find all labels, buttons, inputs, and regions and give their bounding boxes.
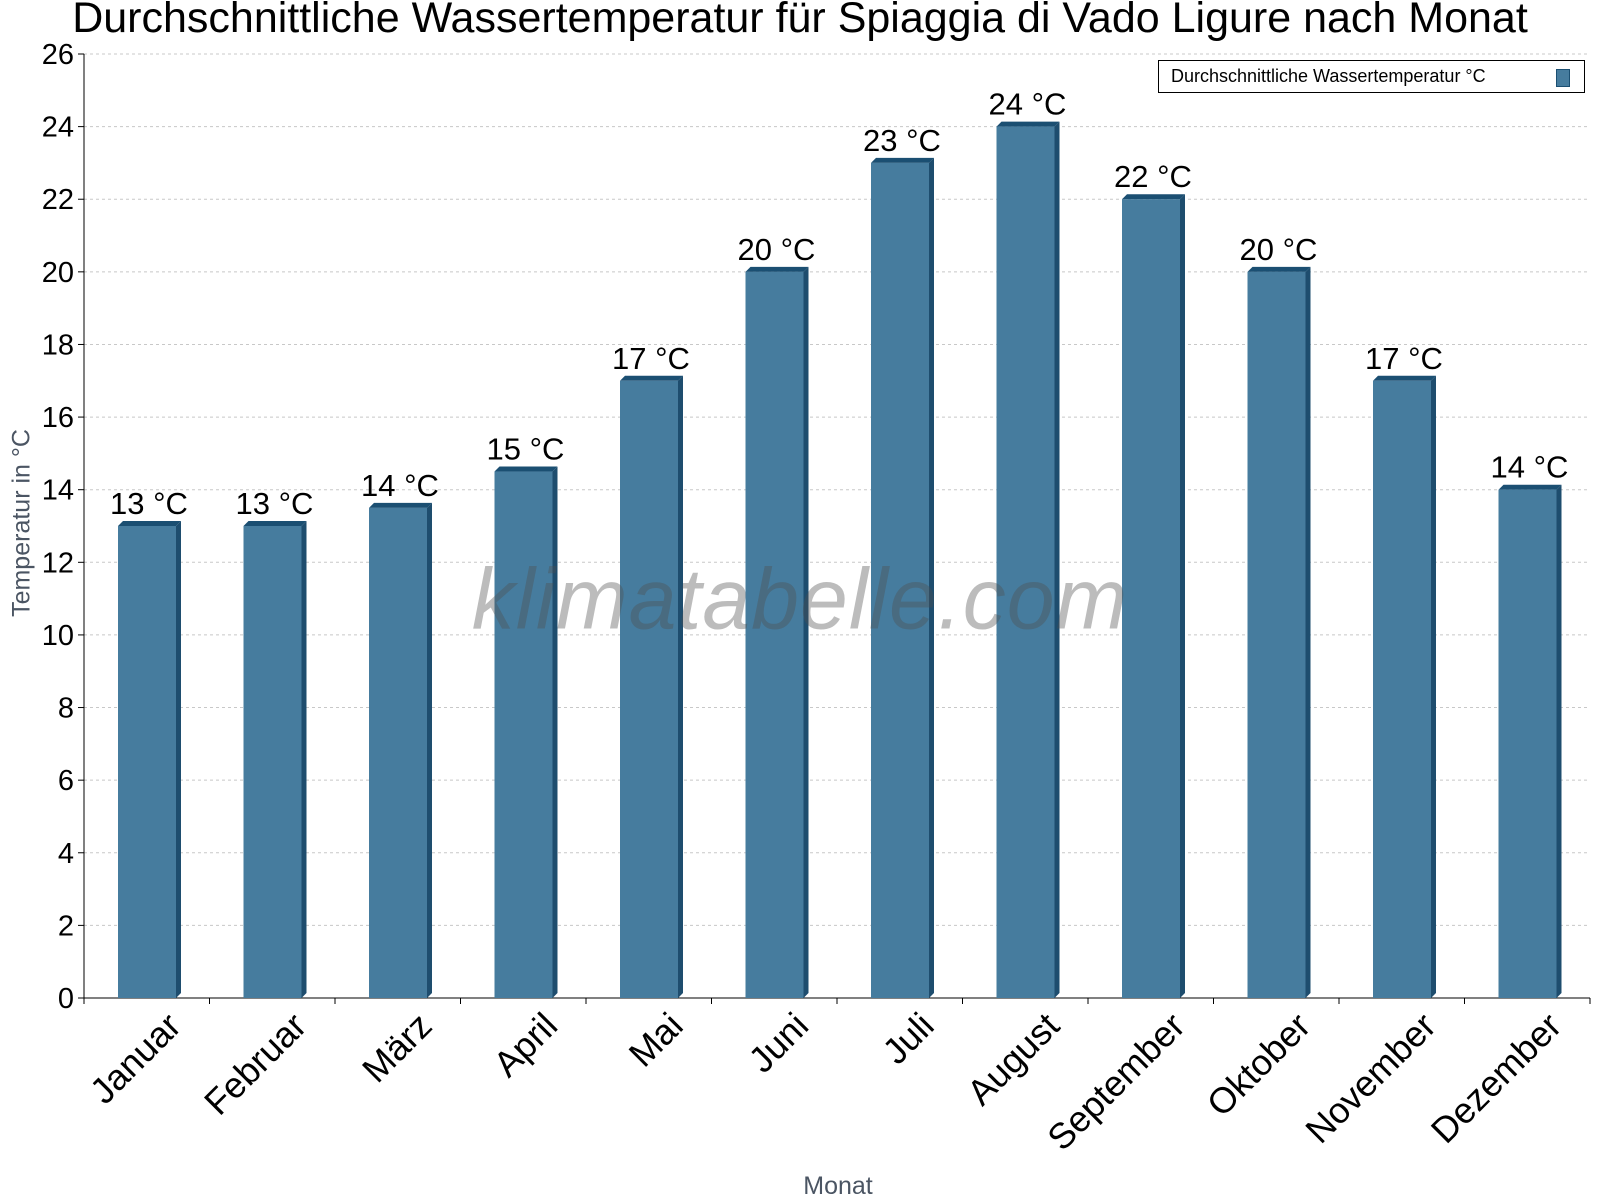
bar-top xyxy=(494,466,558,472)
data-label: 24 °C xyxy=(989,87,1067,122)
y-tick-label: 0 xyxy=(58,983,74,1015)
y-tick-label: 22 xyxy=(42,184,74,216)
y-tick-label: 10 xyxy=(42,620,74,652)
bar xyxy=(494,471,553,998)
legend-swatch xyxy=(1556,69,1570,87)
y-tick-label: 14 xyxy=(42,475,74,507)
bar-group xyxy=(871,157,934,998)
x-tick-label: Dezember xyxy=(1423,1005,1569,1151)
x-axis-title: Monat xyxy=(803,1172,873,1200)
y-tick-label: 6 xyxy=(58,765,74,797)
data-label: 23 °C xyxy=(863,123,941,158)
bar xyxy=(1373,380,1431,998)
y-tick-label: 12 xyxy=(42,547,74,579)
y-tick-label: 20 xyxy=(42,257,74,289)
bar-group xyxy=(1247,266,1311,998)
bar-top xyxy=(871,157,934,163)
data-label: 17 °C xyxy=(1365,341,1443,376)
x-tick-label: November xyxy=(1297,1005,1443,1151)
bar xyxy=(1122,199,1180,998)
bar-top xyxy=(243,521,307,526)
x-tick-label: April xyxy=(485,1005,565,1085)
bar-group xyxy=(243,521,307,998)
y-tick-label: 2 xyxy=(58,910,74,942)
bar xyxy=(243,526,302,998)
bar xyxy=(620,380,678,998)
bar-side xyxy=(552,466,558,998)
bar-top xyxy=(620,375,683,381)
y-tick-label: 26 xyxy=(42,39,74,71)
bar-group xyxy=(118,521,181,998)
bar-top xyxy=(369,502,432,508)
bar-side xyxy=(427,502,432,998)
watermark: klimatabelle.com xyxy=(471,551,1129,648)
legend: Durchschnittliche Wassertemperatur °C xyxy=(1158,60,1585,93)
bar-group xyxy=(494,466,558,998)
y-tick-label: 24 xyxy=(42,112,74,144)
y-tick-label: 16 xyxy=(42,402,74,434)
x-tick-label: Februar xyxy=(196,1005,314,1123)
bar-side xyxy=(1431,375,1436,998)
bar-side xyxy=(1180,194,1185,998)
bar-side xyxy=(1556,484,1562,998)
bar-side xyxy=(1054,121,1060,999)
x-tick-label: August xyxy=(959,1005,1067,1113)
bar xyxy=(369,507,427,998)
data-label: 17 °C xyxy=(612,341,690,376)
bar xyxy=(1498,489,1557,998)
bar-top xyxy=(1122,194,1185,200)
x-tick-label: September xyxy=(1039,1005,1193,1159)
x-tick-label: Juni xyxy=(740,1005,816,1081)
bar-top xyxy=(1498,484,1562,490)
bar-top xyxy=(1373,375,1436,381)
bar-top xyxy=(1247,266,1311,272)
bar xyxy=(996,126,1055,999)
data-label: 20 °C xyxy=(738,232,816,267)
bar-top xyxy=(745,266,809,272)
data-label: 14 °C xyxy=(1491,450,1569,485)
bar-side xyxy=(803,266,809,998)
data-label: 22 °C xyxy=(1114,159,1192,194)
bar xyxy=(745,271,804,998)
legend-label: Durchschnittliche Wassertemperatur °C xyxy=(1171,66,1486,86)
bar-group xyxy=(1373,375,1436,998)
bar-group xyxy=(745,266,809,998)
y-tick-label: 8 xyxy=(58,693,74,725)
bar xyxy=(871,162,929,998)
bar-group xyxy=(1498,484,1562,998)
bar-group xyxy=(369,502,432,998)
bar-side xyxy=(301,521,307,998)
data-label: 15 °C xyxy=(487,432,565,467)
y-tick-label: 4 xyxy=(58,838,74,870)
bar-group xyxy=(996,121,1060,999)
bar-group xyxy=(1122,194,1185,998)
bar xyxy=(1247,271,1306,998)
bar-side xyxy=(1305,266,1311,998)
data-label: 13 °C xyxy=(110,486,188,521)
chart-title: Durchschnittliche Wassertemperatur für S… xyxy=(72,0,1528,42)
bar xyxy=(118,526,176,998)
data-label: 14 °C xyxy=(361,468,439,503)
bar-side xyxy=(176,521,181,998)
x-tick-label: März xyxy=(354,1005,440,1091)
x-tick-label: Mai xyxy=(621,1005,691,1075)
x-tick-label: Juli xyxy=(874,1005,941,1072)
data-label: 13 °C xyxy=(236,486,314,521)
x-tick-label: Januar xyxy=(82,1005,189,1112)
y-tick-label: 18 xyxy=(42,329,74,361)
data-label: 20 °C xyxy=(1240,232,1318,267)
bar-top xyxy=(996,121,1060,127)
bar-group xyxy=(620,375,683,998)
bar-top xyxy=(118,521,181,526)
x-tick-label: Oktober xyxy=(1199,1005,1319,1125)
bar-side xyxy=(929,157,934,998)
bar-side xyxy=(678,375,683,998)
